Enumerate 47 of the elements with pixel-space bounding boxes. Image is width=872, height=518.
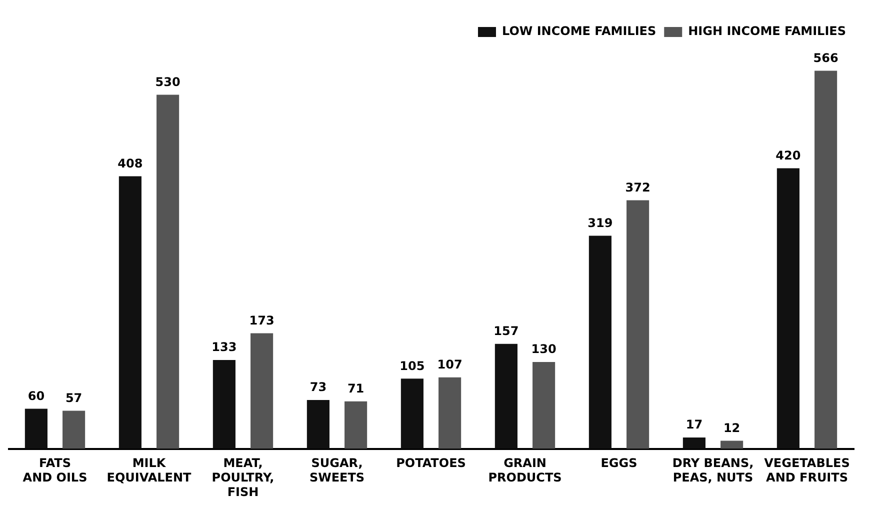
bar xyxy=(156,94,180,449)
bar xyxy=(306,400,330,449)
bar xyxy=(776,168,800,449)
data-label: 130 xyxy=(531,342,556,356)
data-label: 133 xyxy=(212,340,237,354)
x-tick-label: EGGS xyxy=(600,456,638,470)
bar xyxy=(720,440,744,449)
x-tick-label: DRY BEANS, PEAS, NUTS xyxy=(672,456,754,485)
data-label: 105 xyxy=(400,358,425,373)
bar xyxy=(212,360,236,449)
x-tick-label: SUGAR, SWEETS xyxy=(309,456,365,485)
bar xyxy=(344,401,368,449)
data-label: 107 xyxy=(437,357,462,372)
bar xyxy=(682,437,706,449)
bar xyxy=(400,378,424,449)
data-label: 372 xyxy=(625,180,650,194)
bar xyxy=(24,408,48,449)
legend-label: LOW INCOME FAMILIES xyxy=(502,24,656,38)
data-label: 17 xyxy=(686,418,703,432)
bar xyxy=(532,362,556,449)
data-label: 319 xyxy=(588,216,613,230)
bar xyxy=(626,200,650,449)
data-label: 73 xyxy=(310,380,327,394)
data-label: 420 xyxy=(776,148,801,162)
x-tick-label: POTATOES xyxy=(396,456,466,470)
x-tick-label: MILK EQUIVALENT xyxy=(106,456,192,485)
bar xyxy=(588,236,612,449)
data-label: 57 xyxy=(65,390,82,405)
bar xyxy=(250,333,274,449)
x-tick-label: FATS AND OILS xyxy=(22,456,88,485)
x-tick-label: GRAIN PRODUCTS xyxy=(488,456,562,485)
data-label: 71 xyxy=(347,381,364,396)
bar xyxy=(494,344,518,449)
data-label: 408 xyxy=(118,156,143,170)
data-label: 157 xyxy=(494,324,519,338)
data-label: 173 xyxy=(249,313,274,328)
data-label: 566 xyxy=(813,50,838,65)
data-label: 60 xyxy=(28,388,45,403)
bar xyxy=(438,377,462,449)
bar xyxy=(814,70,838,449)
bar xyxy=(118,176,142,449)
x-tick-label: MEAT, POULTRY, FISH xyxy=(212,456,274,499)
data-label: 530 xyxy=(155,74,180,89)
legend-label: HIGH INCOME FAMILIES xyxy=(688,24,846,38)
bar xyxy=(62,410,86,449)
x-tick-label: VEGETABLES AND FRUITS xyxy=(764,456,850,485)
data-label: 12 xyxy=(723,420,740,435)
